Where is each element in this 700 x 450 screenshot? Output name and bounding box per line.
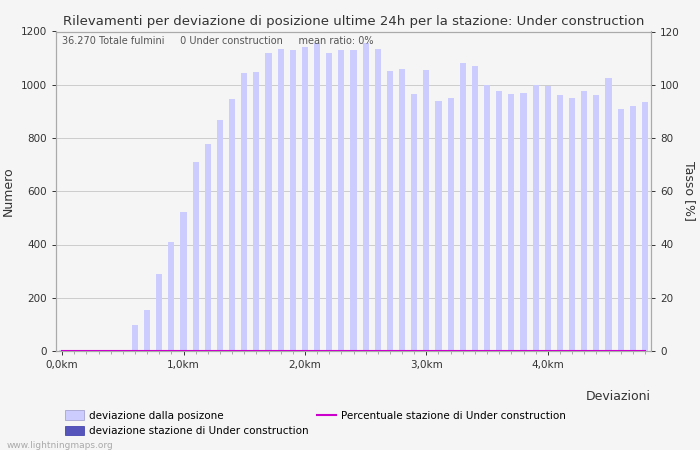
Legend: deviazione dalla posizone, deviazione stazione di Under construction, Percentual: deviazione dalla posizone, deviazione st…: [61, 406, 570, 440]
Bar: [533, 85, 539, 351]
Bar: [168, 242, 174, 351]
Bar: [581, 91, 587, 351]
Bar: [447, 98, 454, 351]
Y-axis label: Numero: Numero: [2, 166, 15, 216]
Bar: [496, 91, 502, 351]
Bar: [399, 69, 405, 351]
Bar: [484, 85, 490, 351]
Bar: [314, 44, 320, 351]
Bar: [95, 350, 101, 351]
Bar: [351, 50, 356, 351]
Bar: [545, 86, 551, 351]
Bar: [253, 72, 260, 351]
Bar: [326, 53, 332, 351]
Bar: [217, 121, 223, 351]
Bar: [630, 106, 636, 351]
Bar: [363, 44, 369, 351]
Text: 36.270 Totale fulmini     0 Under construction     mean ratio: 0%: 36.270 Totale fulmini 0 Under constructi…: [62, 36, 374, 46]
Bar: [617, 109, 624, 351]
Bar: [241, 73, 247, 351]
Text: Deviazioni: Deviazioni: [586, 390, 651, 402]
Bar: [229, 99, 235, 351]
Bar: [521, 93, 526, 351]
Bar: [108, 350, 113, 351]
Bar: [83, 350, 90, 351]
Bar: [606, 78, 612, 351]
Bar: [302, 47, 308, 351]
Bar: [642, 102, 648, 351]
Title: Rilevamenti per deviazione di posizione ultime 24h per la stazione: Under constr: Rilevamenti per deviazione di posizione …: [63, 14, 644, 27]
Bar: [120, 350, 126, 351]
Bar: [472, 66, 478, 351]
Bar: [460, 63, 466, 351]
Bar: [594, 95, 599, 351]
Bar: [290, 50, 296, 351]
Text: www.lightningmaps.org: www.lightningmaps.org: [7, 441, 113, 450]
Bar: [424, 70, 429, 351]
Bar: [435, 101, 442, 351]
Bar: [71, 350, 77, 351]
Bar: [387, 72, 393, 351]
Bar: [278, 49, 284, 351]
Bar: [374, 49, 381, 351]
Bar: [508, 94, 514, 351]
Bar: [557, 95, 563, 351]
Bar: [204, 144, 211, 351]
Y-axis label: Tasso [%]: Tasso [%]: [683, 161, 696, 221]
Bar: [144, 310, 150, 351]
Bar: [569, 98, 575, 351]
Bar: [265, 53, 272, 351]
Bar: [181, 212, 186, 351]
Bar: [193, 162, 199, 351]
Bar: [156, 274, 162, 351]
Bar: [338, 50, 344, 351]
Bar: [411, 94, 417, 351]
Bar: [132, 325, 138, 351]
